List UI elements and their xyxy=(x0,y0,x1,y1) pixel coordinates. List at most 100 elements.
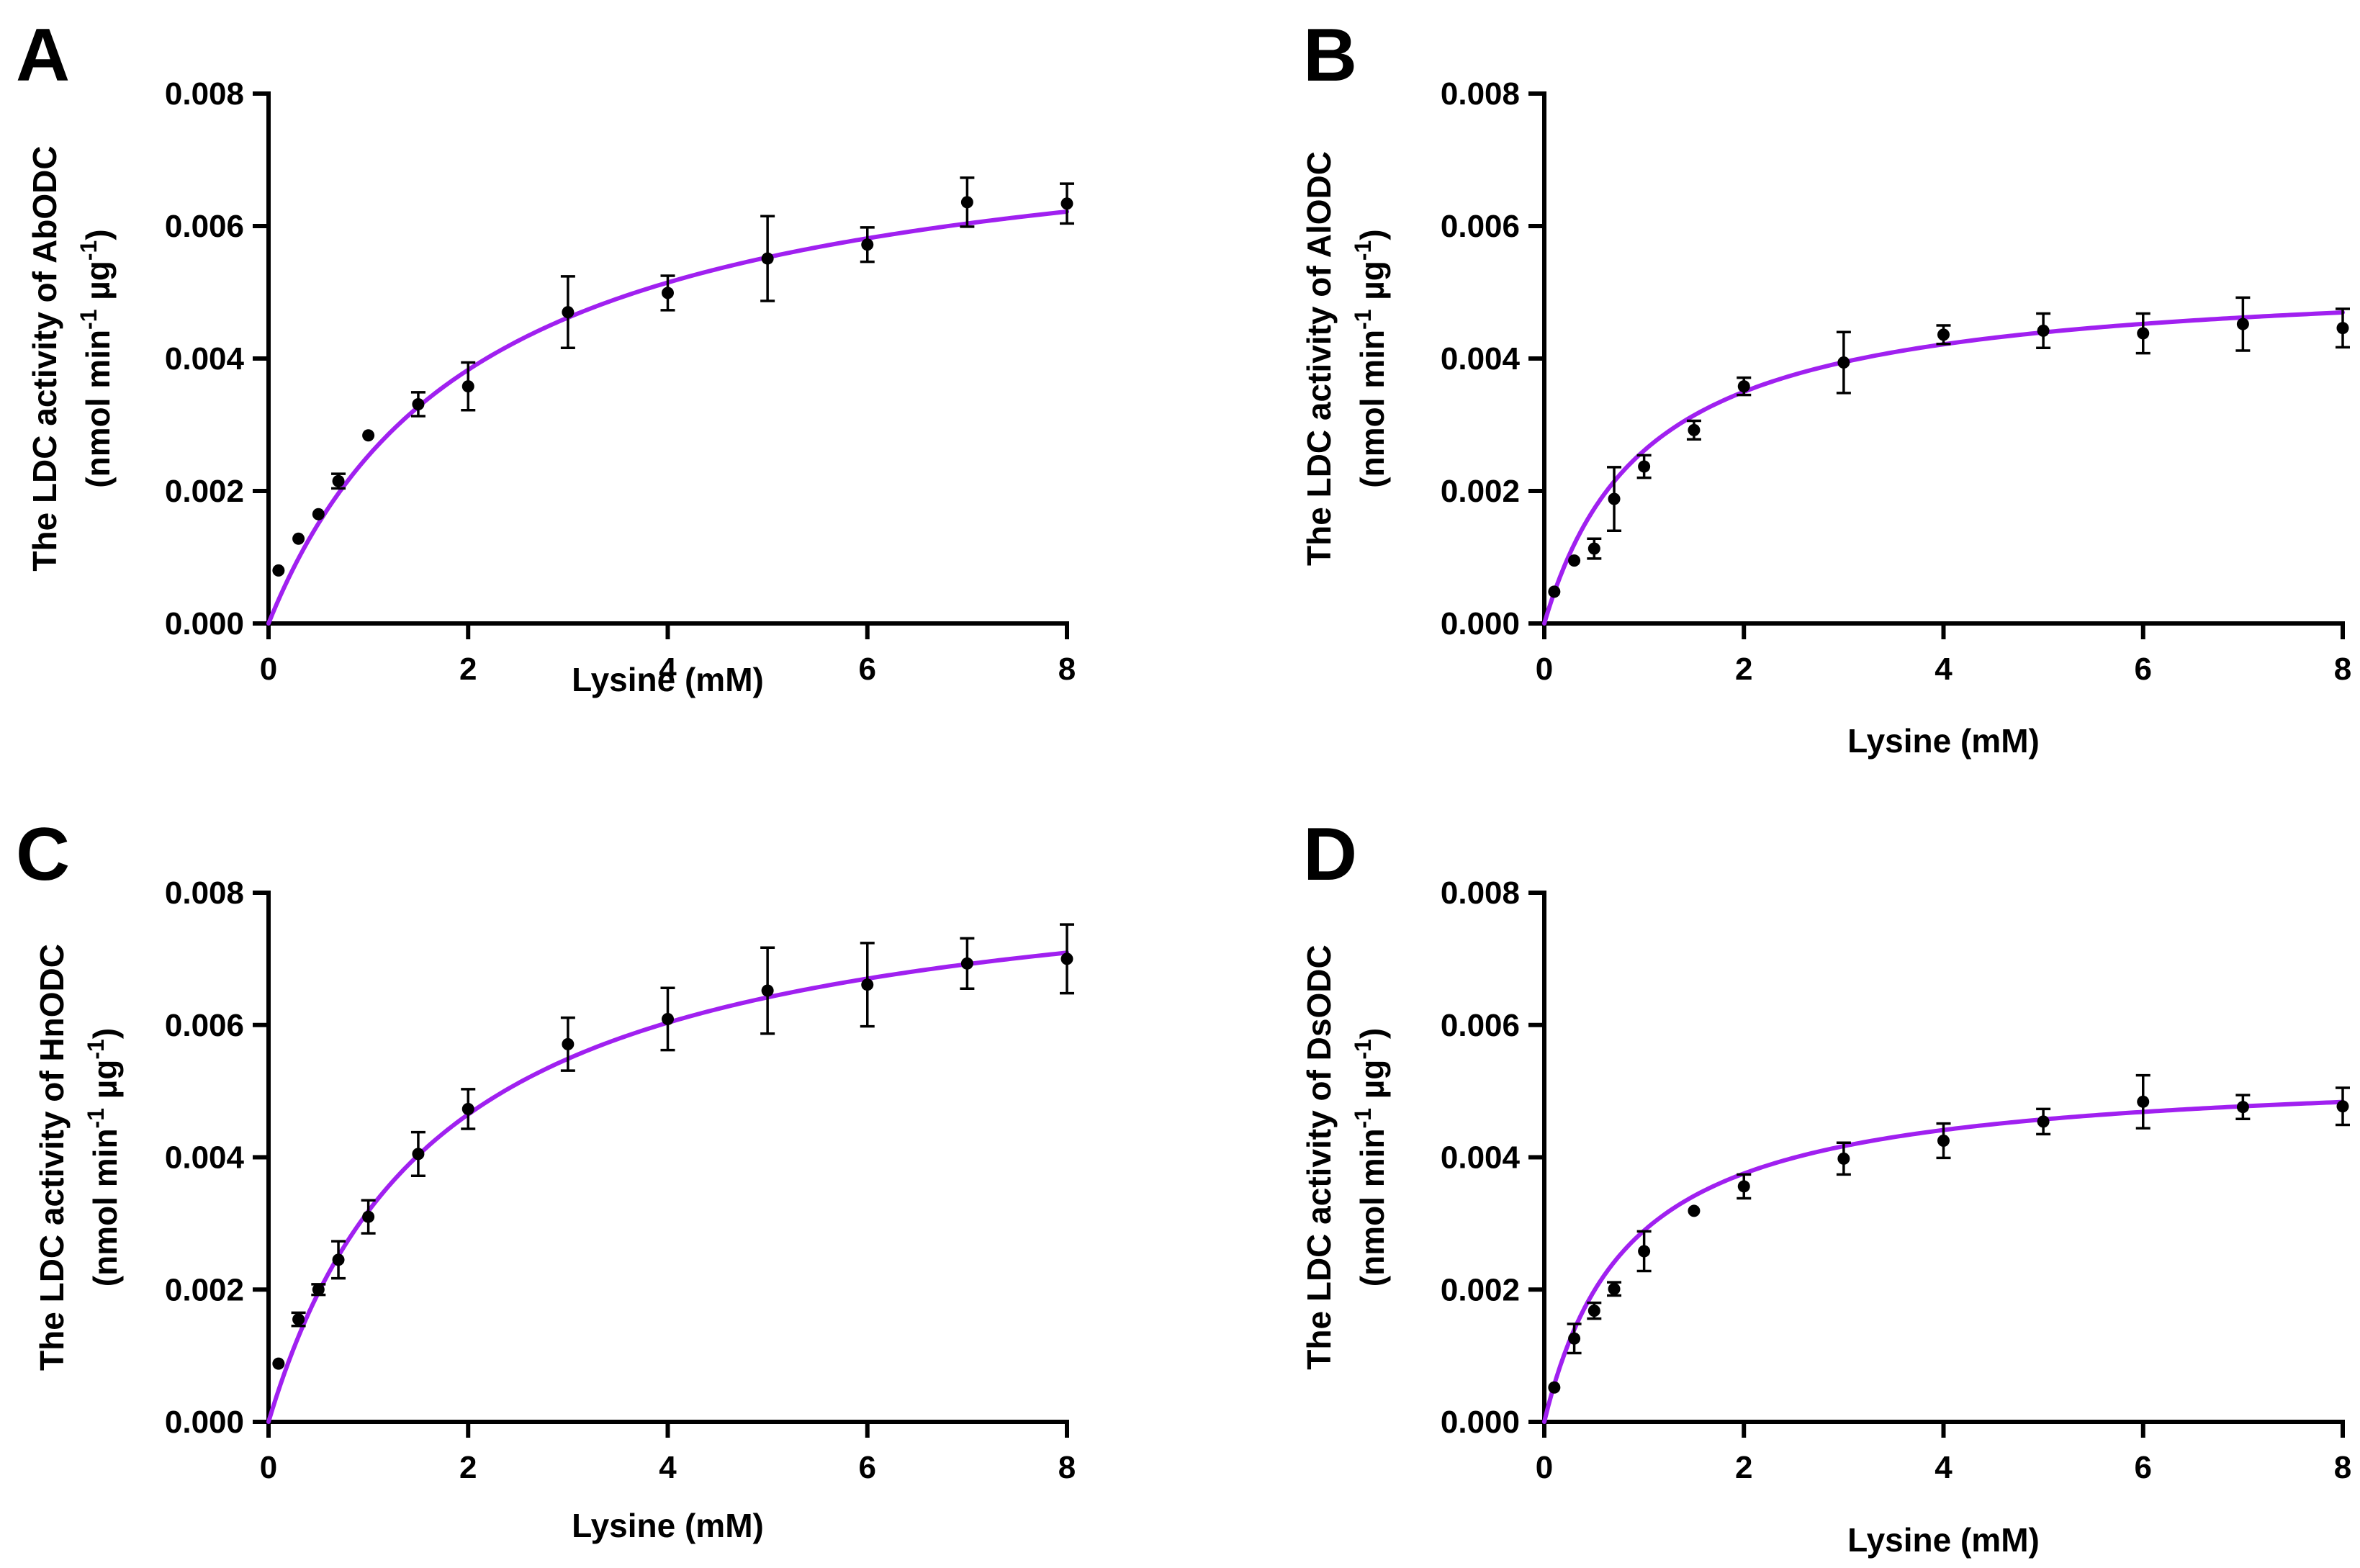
data-point xyxy=(1568,1332,1581,1345)
y-axis-units-part: ) xyxy=(1354,1028,1391,1039)
x-tick-label: 8 xyxy=(2334,652,2351,687)
y-axis-title: The LDC activity of AlODC xyxy=(1300,151,1338,566)
y-tick-label: 0.006 xyxy=(165,209,244,244)
y-axis-units: (nmol min-1 µg-1) xyxy=(83,1028,124,1287)
panel-a: A 0.000 0.002 0.004 0.006 0.008 0 2 4 6 8 Lysine (m… xyxy=(16,14,1076,698)
x-axis-title: Lysine (mM) xyxy=(1847,1521,2040,1559)
data-point xyxy=(312,508,325,521)
data-point xyxy=(461,380,474,393)
y-tick-label: 0.004 xyxy=(165,341,245,377)
data-point xyxy=(761,984,774,997)
x-tick-label: 2 xyxy=(459,652,477,687)
panel-letter: B xyxy=(1303,14,1357,97)
x-tick-label: 4 xyxy=(659,1450,677,1485)
x-tick-label: 0 xyxy=(1536,652,1553,687)
y-axis-units-part: ) xyxy=(79,229,117,240)
panel-letter: D xyxy=(1303,813,1357,896)
y-tick-label: 0.000 xyxy=(1441,1405,1520,1440)
data-point xyxy=(1060,197,1073,210)
panel-d: D 0.000 0.002 0.004 0.006 0.008 0 2 4 6 8 Lysine (m… xyxy=(1300,813,2351,1559)
x-tick-label: 0 xyxy=(260,1450,277,1485)
y-tick-label: 0.008 xyxy=(1441,76,1520,112)
data-point xyxy=(861,978,874,991)
y-axis-title: The LDC activity of DsODC xyxy=(1300,945,1338,1369)
data-point xyxy=(2137,1095,2150,1108)
data-point xyxy=(2336,322,2349,335)
panel-c: C 0.000 0.002 0.004 0.006 0.008 0 2 4 6 8 Lysine (m… xyxy=(16,813,1076,1544)
fit-curve xyxy=(1542,310,2345,626)
y-axis-units-exponent: -1 xyxy=(1350,240,1376,261)
y-axis-units-part: (nmol min xyxy=(1354,330,1391,488)
y-tick-label: 0.002 xyxy=(1441,1272,1520,1307)
x-tick-label: 0 xyxy=(260,652,277,687)
y-axis-units-part: µg xyxy=(86,1060,124,1108)
fit-curve xyxy=(266,209,1069,626)
data-point xyxy=(412,397,425,410)
data-point xyxy=(1937,1135,1950,1148)
data-point xyxy=(1638,1245,1651,1258)
y-axis-units-part: (nmol min xyxy=(86,1128,124,1287)
panel-b: B 0.000 0.002 0.004 0.006 0.008 0 2 4 6 8 Lysine (m… xyxy=(1300,14,2351,760)
x-tick-label: 8 xyxy=(2334,1450,2351,1485)
y-axis-units-part: µg xyxy=(1354,261,1391,309)
y-axis-units: (nmol min-1 µg-1) xyxy=(76,229,117,487)
data-point xyxy=(2037,324,2050,337)
y-tick-label: 0.004 xyxy=(165,1140,245,1176)
data-point xyxy=(461,1102,474,1115)
y-axis-units-part: ) xyxy=(1354,229,1391,240)
x-tick-label: 8 xyxy=(1058,1450,1076,1485)
data-point xyxy=(662,287,674,299)
y-axis-units-part: µg xyxy=(1354,1060,1391,1108)
data-point xyxy=(412,1148,425,1161)
y-tick-label: 0.008 xyxy=(165,875,244,911)
data-point xyxy=(1548,1381,1561,1394)
y-tick-label: 0.002 xyxy=(165,474,244,509)
data-point xyxy=(292,532,305,545)
data-point xyxy=(1737,1180,1750,1193)
data-point xyxy=(1608,1282,1621,1295)
x-tick-label: 8 xyxy=(1058,652,1076,687)
data-point xyxy=(332,474,345,487)
data-point xyxy=(1608,492,1621,505)
y-tick-label: 0.000 xyxy=(165,606,244,641)
x-tick-label: 6 xyxy=(2135,652,2152,687)
data-point xyxy=(312,1283,325,1296)
data-point xyxy=(861,238,874,251)
y-tick-label: 0.008 xyxy=(1441,875,1520,911)
x-tick-label: 4 xyxy=(1935,1450,1953,1485)
data-point xyxy=(761,252,774,265)
x-axis-title: Lysine (mM) xyxy=(572,661,764,698)
data-point xyxy=(2137,327,2150,340)
data-point xyxy=(272,564,285,577)
panel-letter: A xyxy=(16,14,70,97)
y-axis-units-exponent: -1 xyxy=(76,240,102,261)
y-axis-units: (nmol min-1 µg-1) xyxy=(1350,229,1391,487)
x-tick-label: 2 xyxy=(459,1450,477,1485)
panels-container: A 0.000 0.002 0.004 0.006 0.008 0 2 4 6 8 Lysine (m… xyxy=(16,14,2351,1559)
x-tick-label: 2 xyxy=(1735,652,1752,687)
data-point xyxy=(332,1253,345,1266)
data-point xyxy=(1837,356,1850,369)
data-point xyxy=(960,196,973,209)
y-tick-label: 0.000 xyxy=(1441,606,1520,641)
data-point xyxy=(1837,1152,1850,1165)
data-point xyxy=(1587,542,1600,555)
x-tick-label: 6 xyxy=(859,652,876,687)
data-point xyxy=(1587,1305,1600,1317)
x-tick-label: 0 xyxy=(1536,1450,1553,1485)
data-point xyxy=(960,957,973,970)
y-tick-label: 0.004 xyxy=(1441,1140,1521,1176)
y-axis-units-exponent: -1 xyxy=(1350,309,1376,329)
data-point xyxy=(272,1357,285,1370)
data-point xyxy=(1548,585,1561,598)
y-tick-label: 0.006 xyxy=(165,1008,244,1043)
data-point xyxy=(1688,1204,1701,1217)
data-point xyxy=(2037,1115,2050,1128)
y-tick-label: 0.008 xyxy=(165,76,244,112)
data-point xyxy=(292,1313,305,1326)
x-axis-title: Lysine (mM) xyxy=(572,1507,764,1544)
y-axis-units-part: µg xyxy=(79,261,117,309)
data-point xyxy=(1737,380,1750,393)
x-tick-label: 2 xyxy=(1735,1450,1752,1485)
